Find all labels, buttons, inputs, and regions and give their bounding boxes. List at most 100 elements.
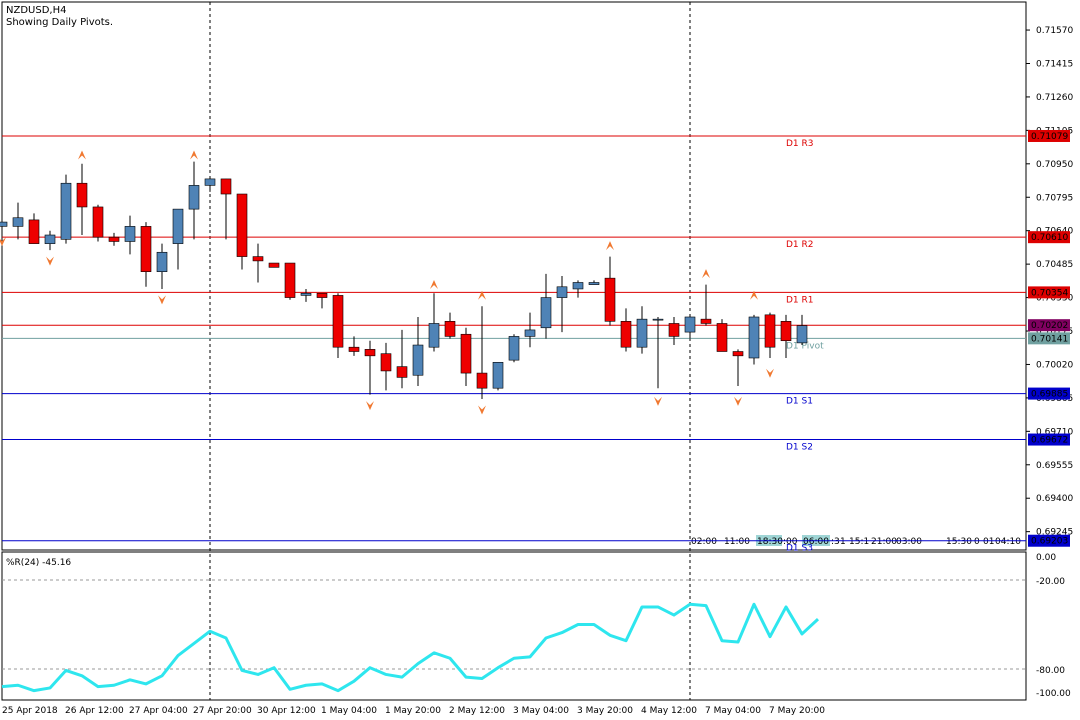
time-label: 25 Apr 2018 <box>2 706 58 716</box>
session-tag: 1 <box>840 537 846 547</box>
session-tag: 15:30 <box>946 537 972 547</box>
time-label: 1 May 20:00 <box>385 706 441 716</box>
bear-candle <box>604 277 616 322</box>
candlestick-series <box>0 161 808 399</box>
fractal-markers <box>0 150 774 415</box>
price-tags: 0.71079 0.70610 0.70354 0.70141 0.69885 0.696… <box>1028 129 1070 547</box>
time-axis: 25 Apr 2018 26 Apr 12:00 27 Apr 04:00 27… <box>2 706 825 716</box>
fractal-up-arrow <box>430 279 438 289</box>
pivot-level-name: D1 R3 <box>786 139 814 149</box>
bear-candle <box>460 333 472 374</box>
bull-candle <box>156 251 168 272</box>
bear-candle <box>252 256 264 262</box>
bull-candle <box>748 316 760 359</box>
price-label: 0.70020 <box>1036 360 1073 370</box>
price-label: 0.70175 <box>1036 327 1073 337</box>
bull-candle <box>636 318 648 348</box>
bear-candle <box>348 346 360 352</box>
bear-candle <box>700 318 712 324</box>
bull-candle <box>652 318 664 321</box>
session-tag: 04:10 <box>995 537 1021 547</box>
bear-candle <box>28 219 40 244</box>
bull-candle <box>44 234 56 244</box>
price-label: 0.70485 <box>1036 260 1073 270</box>
price-label: 0.71260 <box>1036 93 1073 103</box>
bear-candle <box>380 353 392 372</box>
bear-candle <box>316 292 328 298</box>
time-label: 26 Apr 12:00 <box>65 706 124 716</box>
pivot-level-name: D1 S2 <box>786 443 813 453</box>
current-price-tag-bg <box>1028 319 1070 332</box>
bull-candle <box>0 221 8 227</box>
fractal-up-arrow <box>78 150 86 160</box>
fractal-up-arrow <box>750 290 758 300</box>
time-label: 27 Apr 20:00 <box>193 706 252 716</box>
pivot-price-tag: 0.69885 <box>1031 390 1068 400</box>
wr-axis-label: -100.00 <box>1036 689 1071 699</box>
bear-candle <box>764 314 776 348</box>
price-label: 0.69245 <box>1036 528 1073 538</box>
price-label: 0.70330 <box>1036 294 1073 304</box>
bear-candle <box>364 349 376 357</box>
main-chart-frame <box>1 1 1027 551</box>
pivot-price-tag-bg <box>1028 534 1070 547</box>
pivot-price-tag-bg <box>1028 129 1070 142</box>
bull-candle <box>412 344 424 376</box>
bull-candle <box>172 208 184 244</box>
pivot-price-tag: 0.70610 <box>1031 233 1068 243</box>
bull-candle <box>524 329 536 337</box>
pivot-price-tag: 0.69203 <box>1031 537 1068 547</box>
pivot-price-tag-bg <box>1028 387 1070 400</box>
indicator-label: %R(24) -45.16 <box>6 558 71 568</box>
bear-candle <box>236 193 248 257</box>
time-label: 1 May 04:00 <box>321 706 377 716</box>
session-tag: 15:1 <box>849 537 869 547</box>
bull-candle <box>588 282 600 285</box>
fractal-up-arrow <box>606 241 614 251</box>
price-label: 0.69555 <box>1036 461 1073 471</box>
time-label: 3 May 20:00 <box>577 706 633 716</box>
bear-candle <box>284 262 296 298</box>
pivot-price-tag-bg <box>1028 433 1070 446</box>
time-label: 2 May 12:00 <box>449 706 505 716</box>
bear-candle <box>620 321 632 348</box>
williams-r-series <box>1 602 820 693</box>
pivot-price-tag-bg <box>1028 286 1070 299</box>
bear-candle <box>716 323 728 352</box>
current-price-tag: 0.70202 <box>1031 321 1068 331</box>
session-tag: 11:00 <box>724 537 750 547</box>
indicator-frame <box>1 551 1027 701</box>
bull-candle <box>204 178 216 186</box>
bear-candle <box>92 206 104 238</box>
time-label: 3 May 04:00 <box>513 706 569 716</box>
price-axis: 0.715700.714150.712600.711050.709500.707… <box>1026 26 1073 538</box>
time-label: 4 May 12:00 <box>641 706 697 716</box>
price-label: 0.70795 <box>1036 193 1073 203</box>
session-tag: 18:30 <box>757 537 783 547</box>
bear-candle <box>444 321 456 337</box>
session-tag: 03:00 <box>896 537 922 547</box>
pivot-price-tag-bg <box>1028 231 1070 244</box>
session-tag: 02:00 <box>691 537 717 547</box>
fractal-up-arrow <box>190 150 198 160</box>
bull-candle <box>428 323 440 348</box>
pivot-price-tag: 0.70354 <box>1031 288 1068 298</box>
fractal-down-arrow <box>478 405 486 415</box>
time-label: 30 Apr 12:00 <box>257 706 316 716</box>
pivot-level-name: D1 Pivot <box>786 341 824 351</box>
session-tag: :00 <box>783 537 798 547</box>
bear-candle <box>668 323 680 337</box>
wr-axis-label: 0.00 <box>1036 553 1056 563</box>
bear-candle <box>268 262 280 268</box>
bear-candle <box>332 295 344 348</box>
price-label: 0.70950 <box>1036 160 1073 170</box>
price-label: 0.71415 <box>1036 59 1073 69</box>
bull-candle <box>124 226 136 242</box>
bear-candle <box>476 372 488 389</box>
pivot-price-tag: 0.69672 <box>1031 436 1068 446</box>
bull-candle <box>492 361 504 389</box>
pivot-price-tag: 0.71079 <box>1031 132 1068 142</box>
pivot-level-name: D1 S1 <box>786 397 813 407</box>
session-tag: 0 <box>974 537 980 547</box>
